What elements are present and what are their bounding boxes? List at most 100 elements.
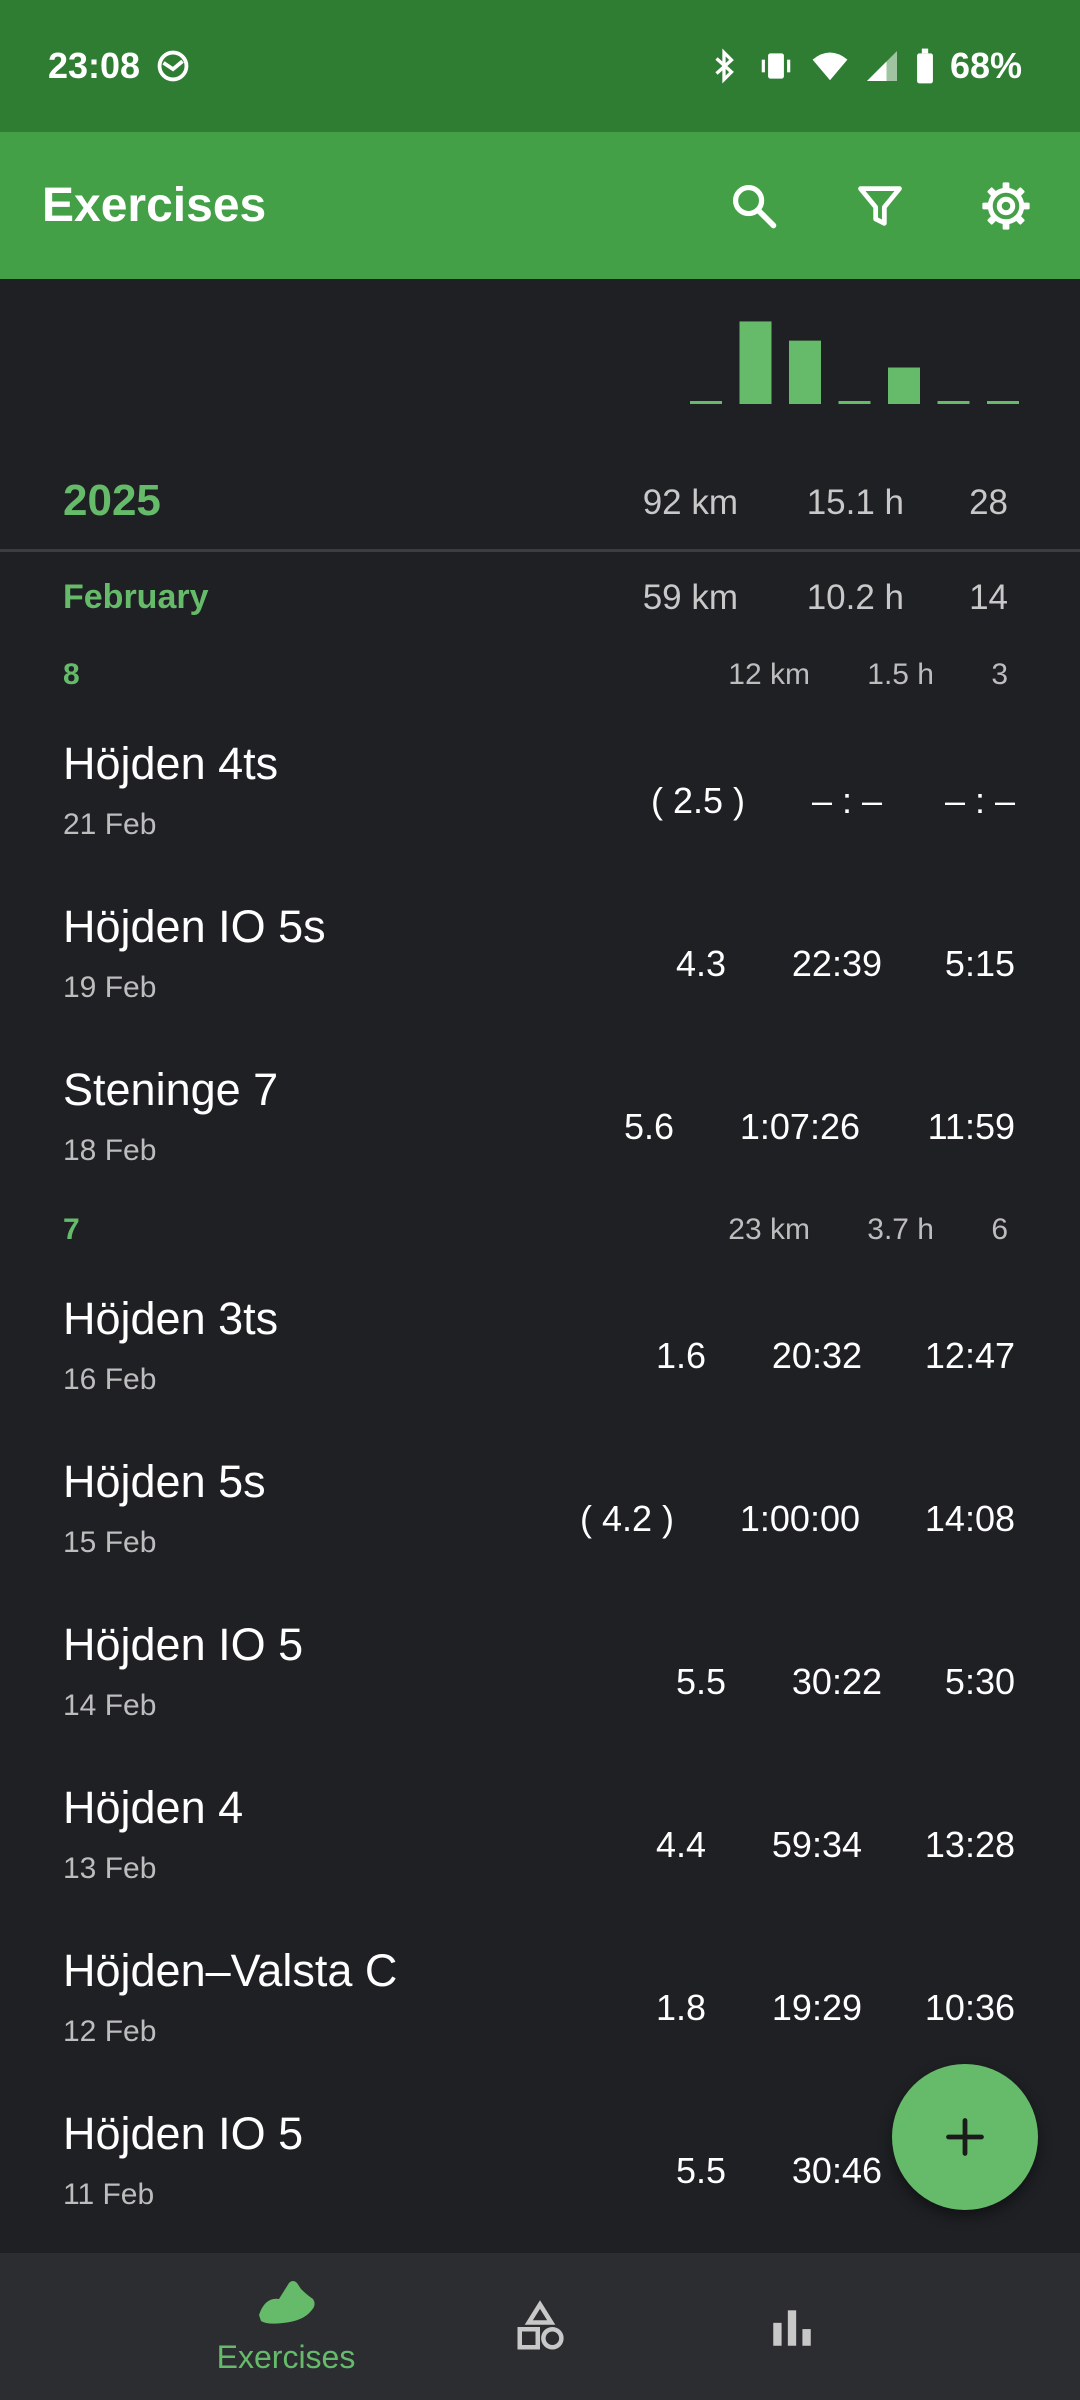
shoe-icon [259, 2281, 315, 2324]
exercise-row[interactable]: Höjden 3ts 16 Feb 1.6 20:32 12:47 [0, 1283, 1080, 1446]
exercise-pace: 5:30 [944, 1661, 1015, 1702]
exercise-date: 21 Feb [63, 808, 157, 841]
nav-item-shapes[interactable] [440, 2253, 640, 2400]
exercise-name: Höjden IO 5 [63, 2108, 304, 2159]
status-time: 23:08 [48, 45, 141, 86]
nav-item-exercises[interactable]: Exercises [186, 2253, 386, 2400]
page-title: Exercises [42, 179, 267, 232]
week-summary-row[interactable]: 7 23 km 3.7 h 6 [0, 1207, 1080, 1257]
year-distance: 92 km [642, 483, 738, 522]
exercise-time: 59:34 [771, 1824, 862, 1865]
chart-bar [888, 367, 920, 404]
chart-bar [937, 401, 970, 404]
exercise-date: 13 Feb [63, 1852, 157, 1885]
exercise-date: 16 Feb [63, 1363, 157, 1396]
exercise-time: 1:00:00 [739, 1498, 860, 1539]
chart-bar [789, 340, 821, 404]
exercise-pace: 10:36 [924, 1987, 1015, 2028]
week-count: 3 [991, 658, 1008, 691]
week-duration: 3.7 h [867, 1213, 934, 1246]
exercise-distance: 5.5 [675, 2150, 726, 2191]
bluetooth-icon [706, 47, 742, 85]
year-summary-row[interactable]: 2025 92 km 15.1 h 28 [0, 460, 1080, 552]
exercise-name: Höjden–Valsta C [63, 1945, 398, 1996]
week-label: 8 [63, 658, 80, 691]
month-duration: 10.2 h [806, 578, 904, 617]
exercise-date: 15 Feb [63, 1526, 157, 1559]
exercise-time: 19:29 [771, 1987, 862, 2028]
week-summary-row[interactable]: 8 12 km 1.5 h 3 [0, 652, 1080, 702]
nav-item-statistics[interactable] [692, 2253, 892, 2400]
exercise-pace: 12:47 [924, 1335, 1015, 1376]
filter-button[interactable] [848, 174, 912, 238]
exercise-distance: 5.5 [675, 1661, 726, 1702]
exercise-name: Höjden 4ts [63, 738, 279, 789]
exercise-time: 30:46 [791, 2150, 882, 2191]
plus-icon [946, 2118, 984, 2156]
chart-bar [690, 401, 722, 404]
chart-bar [838, 401, 871, 404]
nav-label-exercises: Exercises [216, 2339, 356, 2375]
exercise-pace: 11:59 [927, 1106, 1015, 1147]
week-distance: 23 km [728, 1213, 810, 1246]
exercise-name: Höjden IO 5s [63, 901, 326, 952]
month-distance: 59 km [642, 578, 738, 617]
sync-icon [154, 47, 192, 85]
week-label: 7 [63, 1213, 80, 1246]
exercise-row[interactable]: Höjden IO 5 11 Feb 5.5 30:46 [0, 2098, 1080, 2261]
settings-button[interactable] [974, 174, 1038, 238]
week-distance: 12 km [728, 658, 810, 691]
exercise-row[interactable]: Höjden 5s 15 Feb ( 4.2 ) 1:00:00 14:08 [0, 1446, 1080, 1609]
exercise-row[interactable]: Höjden 4ts 21 Feb ( 2.5 ) – : – – : – [0, 728, 1080, 891]
exercise-distance: 4.4 [655, 1824, 706, 1865]
app-bar: Exercises [0, 132, 1080, 279]
exercise-name: Steninge 7 [63, 1064, 279, 1115]
shapes-icon [517, 2299, 564, 2349]
battery-icon [914, 47, 936, 85]
exercise-pace: – : – [944, 780, 1015, 821]
exercise-row[interactable]: Höjden 4 13 Feb 4.4 59:34 13:28 [0, 1772, 1080, 1935]
week-duration: 1.5 h [867, 658, 934, 691]
week-count: 6 [991, 1213, 1008, 1246]
month-label: February [63, 578, 209, 616]
bottom-navigation: Exercises [0, 2253, 1080, 2400]
add-exercise-button[interactable] [892, 2064, 1038, 2210]
bar-chart-icon [773, 2309, 811, 2346]
exercise-distance: 5.6 [623, 1106, 674, 1147]
exercise-date: 14 Feb [63, 1689, 157, 1722]
chart-bar [987, 401, 1019, 404]
exercise-name: Höjden 4 [63, 1782, 244, 1833]
wifi-icon [810, 47, 850, 85]
exercise-row[interactable]: Höjden IO 5s 19 Feb 4.3 22:39 5:15 [0, 891, 1080, 1054]
exercise-time: 22:39 [791, 943, 882, 984]
exercise-date: 12 Feb [63, 2015, 157, 2048]
month-count: 14 [969, 578, 1008, 617]
exercise-row[interactable]: Höjden IO 5 14 Feb 5.5 30:22 5:30 [0, 1609, 1080, 1772]
weekly-mini-chart [690, 321, 1019, 404]
exercise-name: Höjden 5s [63, 1456, 266, 1507]
exercise-distance: 1.8 [655, 1987, 706, 2028]
battery-percent: 68% [949, 45, 1022, 86]
vibrate-icon [756, 47, 796, 85]
chart-bar [739, 321, 772, 404]
exercise-row[interactable]: Steninge 7 18 Feb 5.6 1:07:26 11:59 [0, 1054, 1080, 1217]
exercise-distance: ( 2.5 ) [650, 780, 745, 821]
exercise-date: 18 Feb [63, 1134, 157, 1167]
settings-icon [982, 181, 1030, 230]
year-duration: 15.1 h [806, 483, 904, 522]
year-label: 2025 [63, 476, 161, 525]
year-count: 28 [969, 483, 1008, 522]
signal-icon [864, 47, 900, 85]
exercise-date: 19 Feb [63, 971, 157, 1004]
search-icon [732, 184, 777, 228]
exercise-distance: 4.3 [675, 943, 726, 984]
exercise-time: 20:32 [771, 1335, 862, 1376]
search-button[interactable] [722, 174, 786, 238]
month-summary-row[interactable]: February 59 km 10.2 h 14 [0, 570, 1080, 630]
exercise-distance: 1.6 [655, 1335, 706, 1376]
exercise-distance: ( 4.2 ) [579, 1498, 674, 1539]
exercise-row[interactable]: Höjden–Valsta C 12 Feb 1.8 19:29 10:36 [0, 1935, 1080, 2098]
exercise-time: 30:22 [791, 1661, 882, 1702]
exercise-name: Höjden IO 5 [63, 1619, 304, 1670]
exercise-pace: 13:28 [924, 1824, 1015, 1865]
